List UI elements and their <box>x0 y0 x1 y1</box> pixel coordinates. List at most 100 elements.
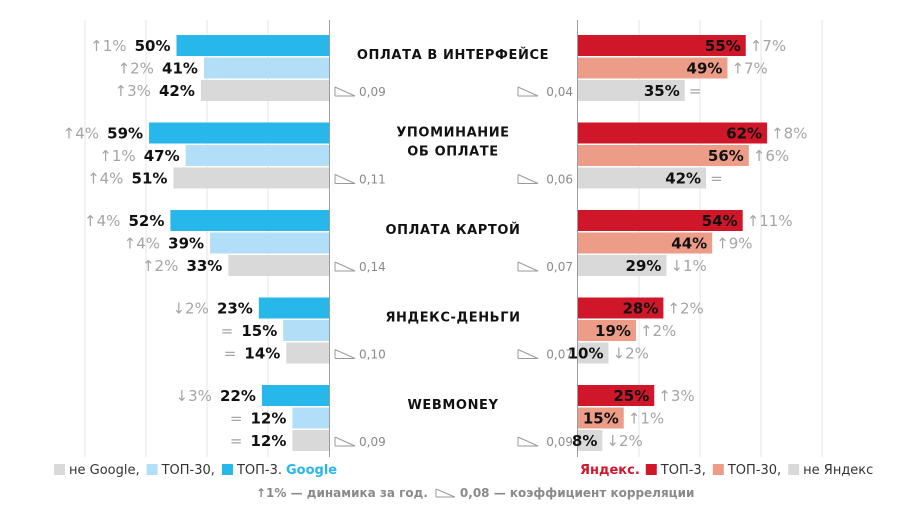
legend-label-google: ТОП-3. <box>236 463 282 478</box>
correlation-icon-google <box>334 174 356 184</box>
footnote-dynamics: ↑1% — динамика за год. <box>256 486 428 500</box>
dynamics-label-google: ↓3% <box>176 387 212 405</box>
dynamics-label-google: = <box>224 345 237 363</box>
dynamics-label-yandex: = <box>710 170 723 188</box>
bar-yandex-top3 <box>578 35 746 56</box>
dynamics-label-google: ↑1% <box>99 147 135 165</box>
value-label-yandex: 35% <box>644 82 680 100</box>
value-label-google: 22% <box>220 387 256 405</box>
labels: ОПЛАТА В ИНТЕРФЕЙСЕ 50% ↑1% 55% ↑7% 41% ↑2% 49%… <box>63 37 808 450</box>
legend-swatch-google <box>221 464 233 475</box>
correlation-yandex: 0,07 <box>546 260 573 274</box>
category-label: ОБ ОПЛАТЕ <box>407 145 498 160</box>
bar-yandex-other <box>578 342 609 364</box>
dynamics-label-yandex: ↓1% <box>670 257 706 275</box>
value-label-yandex: 54% <box>702 212 738 230</box>
dynamics-label-google: ↑2% <box>142 257 178 275</box>
bar-google-top30 <box>210 232 329 254</box>
bar-google-top3 <box>149 122 329 144</box>
value-label-google: 51% <box>132 170 168 188</box>
value-label-google: 14% <box>244 345 280 363</box>
value-label-yandex: 42% <box>665 170 701 188</box>
value-label-google: 52% <box>128 212 164 230</box>
category-label: ЯНДЕКС-ДЕНЬГИ <box>385 311 520 326</box>
value-label-yandex: 55% <box>705 37 741 55</box>
value-label-google: 39% <box>168 235 204 253</box>
dynamics-label-yandex: ↓2% <box>606 432 642 450</box>
bar-yandex-top30 <box>578 320 636 341</box>
legend-label-yandex: ТОП-3, <box>660 463 706 478</box>
bar-google-other <box>200 80 329 101</box>
bar-google-top3 <box>176 35 329 56</box>
dynamics-label-google: ↑4% <box>63 125 99 143</box>
dynamics-label-yandex: ↑1% <box>628 410 664 428</box>
legend-brand-yandex: Яндекс. <box>580 463 640 478</box>
footnote-correlation-icon <box>435 488 456 498</box>
category-label: ОПЛАТА КАРТОЙ <box>385 222 520 238</box>
value-label-yandex: 15% <box>583 410 619 428</box>
dynamics-label-yandex: ↑7% <box>731 60 767 78</box>
bar-google-top30 <box>292 407 329 429</box>
bar-google-other <box>292 430 329 451</box>
dynamics-label-yandex: ↑6% <box>753 147 789 165</box>
value-label-google: 47% <box>144 147 180 165</box>
dynamics-label-google: = <box>230 432 243 450</box>
correlation-yandex: 0,09 <box>546 435 573 449</box>
dynamics-label-yandex: ↑2% <box>640 322 676 340</box>
value-label-google: 23% <box>217 300 253 318</box>
bar-google-top30 <box>283 320 329 341</box>
dynamics-label-yandex: ↓2% <box>613 345 649 363</box>
value-label-yandex: 44% <box>671 235 707 253</box>
bar-yandex-top3 <box>578 297 664 319</box>
bar-google-other <box>228 255 329 276</box>
dynamics-label-yandex: ↑11% <box>747 212 793 230</box>
correlation-google: 0,14 <box>359 260 386 274</box>
correlation-icon-yandex <box>517 349 539 359</box>
legend-label-yandex: не Яндекс <box>803 463 873 478</box>
correlation-icon-google <box>334 261 356 272</box>
correlation-icon-yandex <box>517 174 539 184</box>
correlation-google: 0,10 <box>359 348 386 362</box>
bar-google-top3 <box>170 210 329 231</box>
legend-label-google: ТОП-30, <box>161 463 215 478</box>
legend-label-google: не Google, <box>69 463 140 478</box>
bar-yandex-top30 <box>578 407 624 429</box>
legend-swatch-google <box>146 464 158 475</box>
bar-yandex-top30 <box>578 145 749 166</box>
value-label-yandex: 29% <box>626 257 662 275</box>
bar-google-other <box>286 342 329 364</box>
category-label: WEBMONEY <box>407 398 498 413</box>
dynamics-label-yandex: = <box>689 82 702 100</box>
correlation-yandex: 0,06 <box>546 173 573 187</box>
legend-swatch-yandex <box>788 464 800 475</box>
legend-label-yandex: ТОП-30, <box>727 463 781 478</box>
bar-google-top30 <box>203 57 329 79</box>
dynamics-label-google: ↓2% <box>172 300 208 318</box>
bar-yandex-top3 <box>578 122 768 144</box>
correlation-icon-yandex <box>517 86 539 97</box>
category-label: ОПЛАТА В ИНТЕРФЕЙСЕ <box>357 47 549 63</box>
category-label: УПОМИНАНИЕ <box>396 126 509 141</box>
bar-yandex-other <box>578 167 707 189</box>
value-label-yandex: 62% <box>726 125 762 143</box>
dynamics-label-yandex: ↑9% <box>716 235 752 253</box>
value-label-google: 15% <box>241 322 277 340</box>
correlation-icon-google <box>334 436 356 447</box>
dynamics-label-google: ↑3% <box>115 82 151 100</box>
value-label-google: 12% <box>250 432 286 450</box>
value-label-google: 50% <box>135 37 171 55</box>
bar-google-top30 <box>185 145 329 166</box>
dynamics-label-google: = <box>221 322 234 340</box>
correlation-icon-yandex <box>517 261 539 272</box>
value-label-google: 12% <box>250 410 286 428</box>
bar-google-other <box>173 167 329 189</box>
value-label-google: 42% <box>159 82 195 100</box>
bar-yandex-top3 <box>578 210 743 231</box>
value-label-yandex: 56% <box>708 147 744 165</box>
dynamics-label-google: ↑4% <box>87 170 123 188</box>
dynamics-label-yandex: ↑8% <box>771 125 807 143</box>
bar-yandex-other <box>578 255 667 276</box>
correlation-google: 0,09 <box>359 435 386 449</box>
bar-yandex-other <box>578 80 685 101</box>
